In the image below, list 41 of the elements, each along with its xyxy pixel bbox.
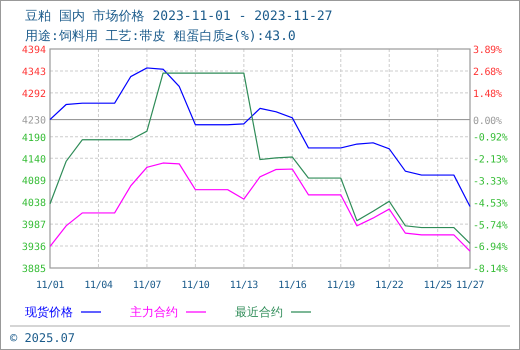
y-tick-label: 4343 (22, 66, 46, 78)
legend-label: 最近合约 (235, 305, 283, 319)
y2-tick-label: 2.68% (473, 67, 502, 78)
y2-tick-label: -4.53% (473, 198, 508, 210)
y-tick-label: 3885 (22, 264, 46, 275)
y2-tick-label: 1.48% (473, 88, 502, 100)
x-tick-label: 11/04 (84, 280, 113, 291)
line-series (49, 67, 471, 208)
y-tick-label: 4190 (22, 132, 46, 144)
y-tick-label: 4140 (22, 154, 46, 166)
y2-tick-label: 0.00% (473, 116, 502, 127)
y-tick-label: 3936 (22, 242, 46, 254)
x-tick-label: 11/07 (132, 280, 162, 291)
legend-label: 主力合约 (130, 305, 178, 319)
x-tick-label: 11/13 (230, 280, 258, 291)
y2-tick-label: -6.94% (473, 242, 508, 254)
chart-title: 豆粕 国内 市场价格 2023-11-01 - 2023-11-27 (25, 9, 332, 24)
line-series (49, 162, 471, 252)
x-tick-label: 11/01 (36, 280, 64, 291)
x-tick-label: 11/22 (375, 280, 404, 291)
y-tick-label: 4089 (22, 176, 46, 188)
legend-label: 现货价格 (25, 305, 73, 319)
y-tick-label: 3987 (22, 220, 46, 232)
y-tick-label: 4038 (22, 198, 46, 210)
x-tick-label: 11/27 (456, 280, 484, 291)
chart-subtitle: 用途:饲料用 工艺:带皮 粗蛋白质≥(%):43.0 (25, 29, 296, 44)
y2-tick-label: -3.33% (473, 176, 508, 188)
y2-tick-label: 3.89% (473, 45, 502, 56)
x-tick-label: 11/10 (181, 280, 210, 291)
line-series (49, 72, 471, 244)
y2-tick-label: -5.74% (473, 220, 508, 232)
y2-tick-label: -0.92% (473, 132, 508, 144)
y-tick-label: 4230 (22, 116, 46, 127)
x-tick-label: 11/19 (326, 280, 356, 291)
x-tick-label: 11/25 (424, 280, 452, 291)
y-tick-label: 4394 (22, 45, 46, 56)
x-tick-label: 11/16 (278, 280, 307, 291)
y2-tick-label: -8.14% (473, 264, 508, 275)
text: © 2025.07 (10, 331, 76, 345)
y-tick-label: 4292 (22, 88, 46, 100)
y2-tick-label: -2.13% (473, 154, 508, 166)
